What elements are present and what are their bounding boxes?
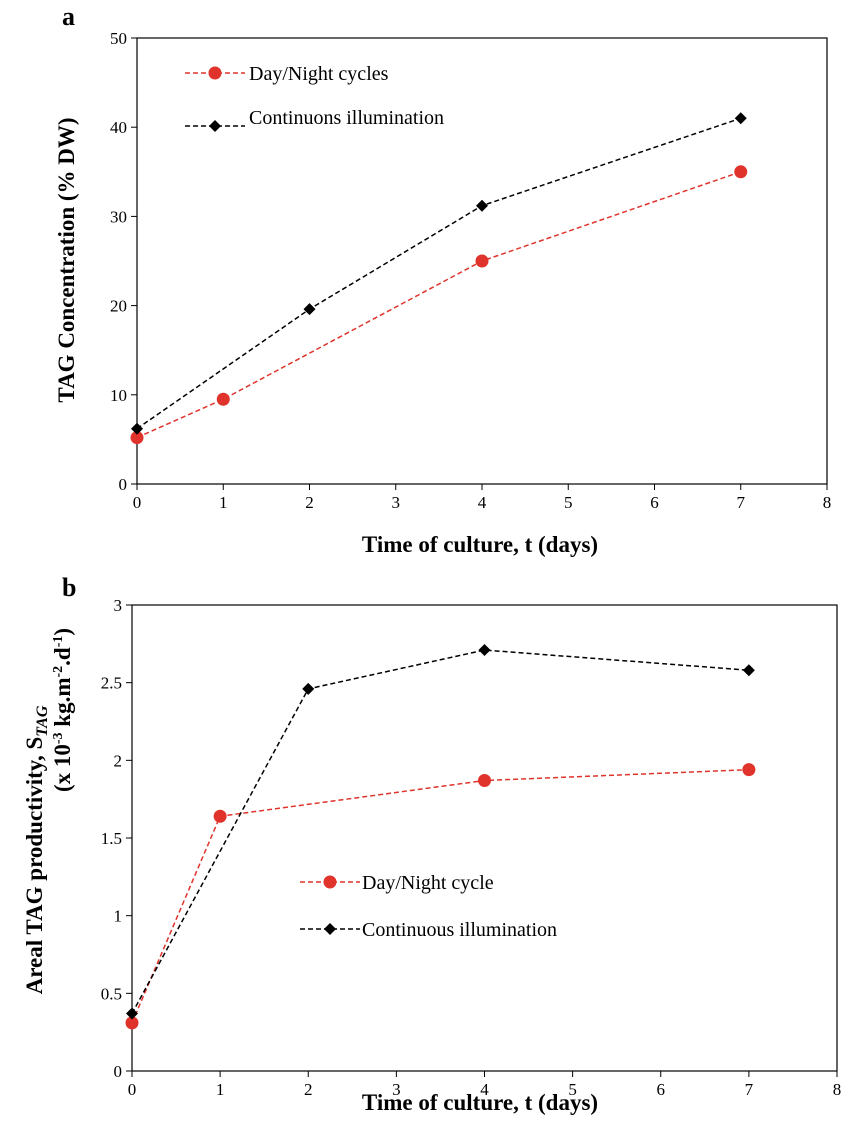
legend-label-day-night-b: Day/Night cycle xyxy=(362,872,494,894)
y-tick-label-a: 20 xyxy=(110,297,127,316)
legend-marker-day-night-a xyxy=(208,66,222,80)
data-point-diamond-a xyxy=(734,112,747,125)
y-tick-label-a: 10 xyxy=(110,386,127,405)
x-tick-label-a: 3 xyxy=(392,493,401,512)
x-tick-label-b: 4 xyxy=(480,1080,489,1099)
x-tick-label-a: 1 xyxy=(219,493,228,512)
legend-label-continuous-b: Continuous illumination xyxy=(362,919,557,941)
data-point-circle-a xyxy=(734,165,748,179)
data-point-circle-b xyxy=(213,809,227,823)
data-point-circle-b xyxy=(125,1016,139,1030)
data-point-diamond-a xyxy=(131,422,143,435)
legend-b: Day/Night cycle Continuous illumination xyxy=(300,872,557,941)
y-tick-label-a: 40 xyxy=(110,118,127,137)
y-axis-label-b-prefix: (x 10 xyxy=(50,744,75,792)
x-tick-label-b: 7 xyxy=(745,1080,754,1099)
x-tick-label-a: 7 xyxy=(737,493,746,512)
chart-panel-a: a Time of culture, t (days) TAG Concentr… xyxy=(54,2,831,557)
data-point-diamond-a xyxy=(303,303,316,316)
y-tick-label-b: 1 xyxy=(114,907,123,926)
y-axis-label-b-line2: (x 10-3 kg.m-2.d-1) xyxy=(50,628,75,792)
series-line-a-1 xyxy=(136,117,741,430)
y-axis-label-b-sup3: -1 xyxy=(51,636,66,648)
y-axis-label-b-sup1: -3 xyxy=(51,732,66,744)
legend-label-day-night-a: Day/Night cycles xyxy=(249,63,389,85)
data-point-circle-b xyxy=(478,774,491,788)
x-tick-label-b: 1 xyxy=(216,1080,225,1099)
data-point-diamond-b xyxy=(126,1007,138,1020)
x-tick-label-b: 2 xyxy=(304,1080,313,1099)
x-tick-label-a: 2 xyxy=(305,493,314,512)
data-point-diamond-b xyxy=(742,664,755,677)
series-line-a-0 xyxy=(136,171,741,439)
chart-panel-b: b Time of culture, t (days) Areal TAG pr… xyxy=(22,573,841,1115)
y-tick-label-b: 0.5 xyxy=(101,984,122,1003)
x-tick-label-b: 0 xyxy=(128,1080,137,1099)
data-point-circle-a xyxy=(130,431,144,445)
y-axis-label-b-mid2: .d xyxy=(50,647,75,666)
series-line-b-0 xyxy=(131,768,749,1024)
panel-label-a: a xyxy=(62,2,75,31)
legend-marker-continuous-a xyxy=(209,120,221,132)
panel-label-b: b xyxy=(62,573,76,602)
x-tick-label-b: 5 xyxy=(568,1080,577,1099)
data-point-circle-a xyxy=(216,392,230,406)
y-axis-label-b-line1: Areal TAG productivity, STAG xyxy=(22,705,51,994)
y-axis-label-b-main: Areal TAG productivity, S xyxy=(22,737,47,995)
x-tick-label-a: 6 xyxy=(650,493,659,512)
x-tick-label-a: 0 xyxy=(133,493,142,512)
series-line-b-1 xyxy=(131,649,749,1014)
data-point-diamond-b xyxy=(478,644,491,657)
x-tick-label-b: 6 xyxy=(657,1080,666,1099)
x-axis-label-a: Time of culture, t (days) xyxy=(362,532,598,557)
legend-marker-day-night-b xyxy=(323,875,337,889)
y-axis-label-b-sup2: -2 xyxy=(51,666,66,678)
y-tick-label-b: 3 xyxy=(114,596,123,615)
data-point-circle-b xyxy=(742,763,756,777)
x-axis-label-b: Time of culture, t (days) xyxy=(362,1090,598,1115)
y-axis-label-a: TAG Concentration (% DW) xyxy=(54,117,79,402)
x-tick-label-a: 5 xyxy=(564,493,573,512)
y-tick-label-b: 1.5 xyxy=(101,829,122,848)
y-tick-label-a: 50 xyxy=(110,29,127,48)
data-point-circle-a xyxy=(475,254,489,268)
x-tick-label-a: 8 xyxy=(823,493,832,512)
y-tick-label-a: 0 xyxy=(119,475,128,494)
x-tick-label-b: 8 xyxy=(833,1080,842,1099)
x-tick-label-a: 4 xyxy=(478,493,487,512)
data-point-diamond-b xyxy=(302,682,315,695)
plot-frame-b xyxy=(131,604,838,1072)
y-axis-label-b-suffix: ) xyxy=(50,628,75,636)
x-tick-label-b: 3 xyxy=(392,1080,401,1099)
y-axis-label-b-mid: kg.m xyxy=(50,678,75,733)
legend-a: Day/Night cycles Continuons illumination xyxy=(185,63,444,132)
y-tick-label-b: 2 xyxy=(114,751,123,770)
legend-marker-continuous-b xyxy=(324,923,336,935)
y-tick-label-b: 0 xyxy=(114,1062,123,1081)
y-axis-label-b-subscript: TAG xyxy=(34,705,51,737)
data-point-diamond-a xyxy=(476,199,488,212)
legend-label-continuous-a: Continuons illumination xyxy=(249,107,444,129)
y-tick-label-b: 2.5 xyxy=(101,674,122,693)
y-tick-label-a: 30 xyxy=(110,207,127,226)
